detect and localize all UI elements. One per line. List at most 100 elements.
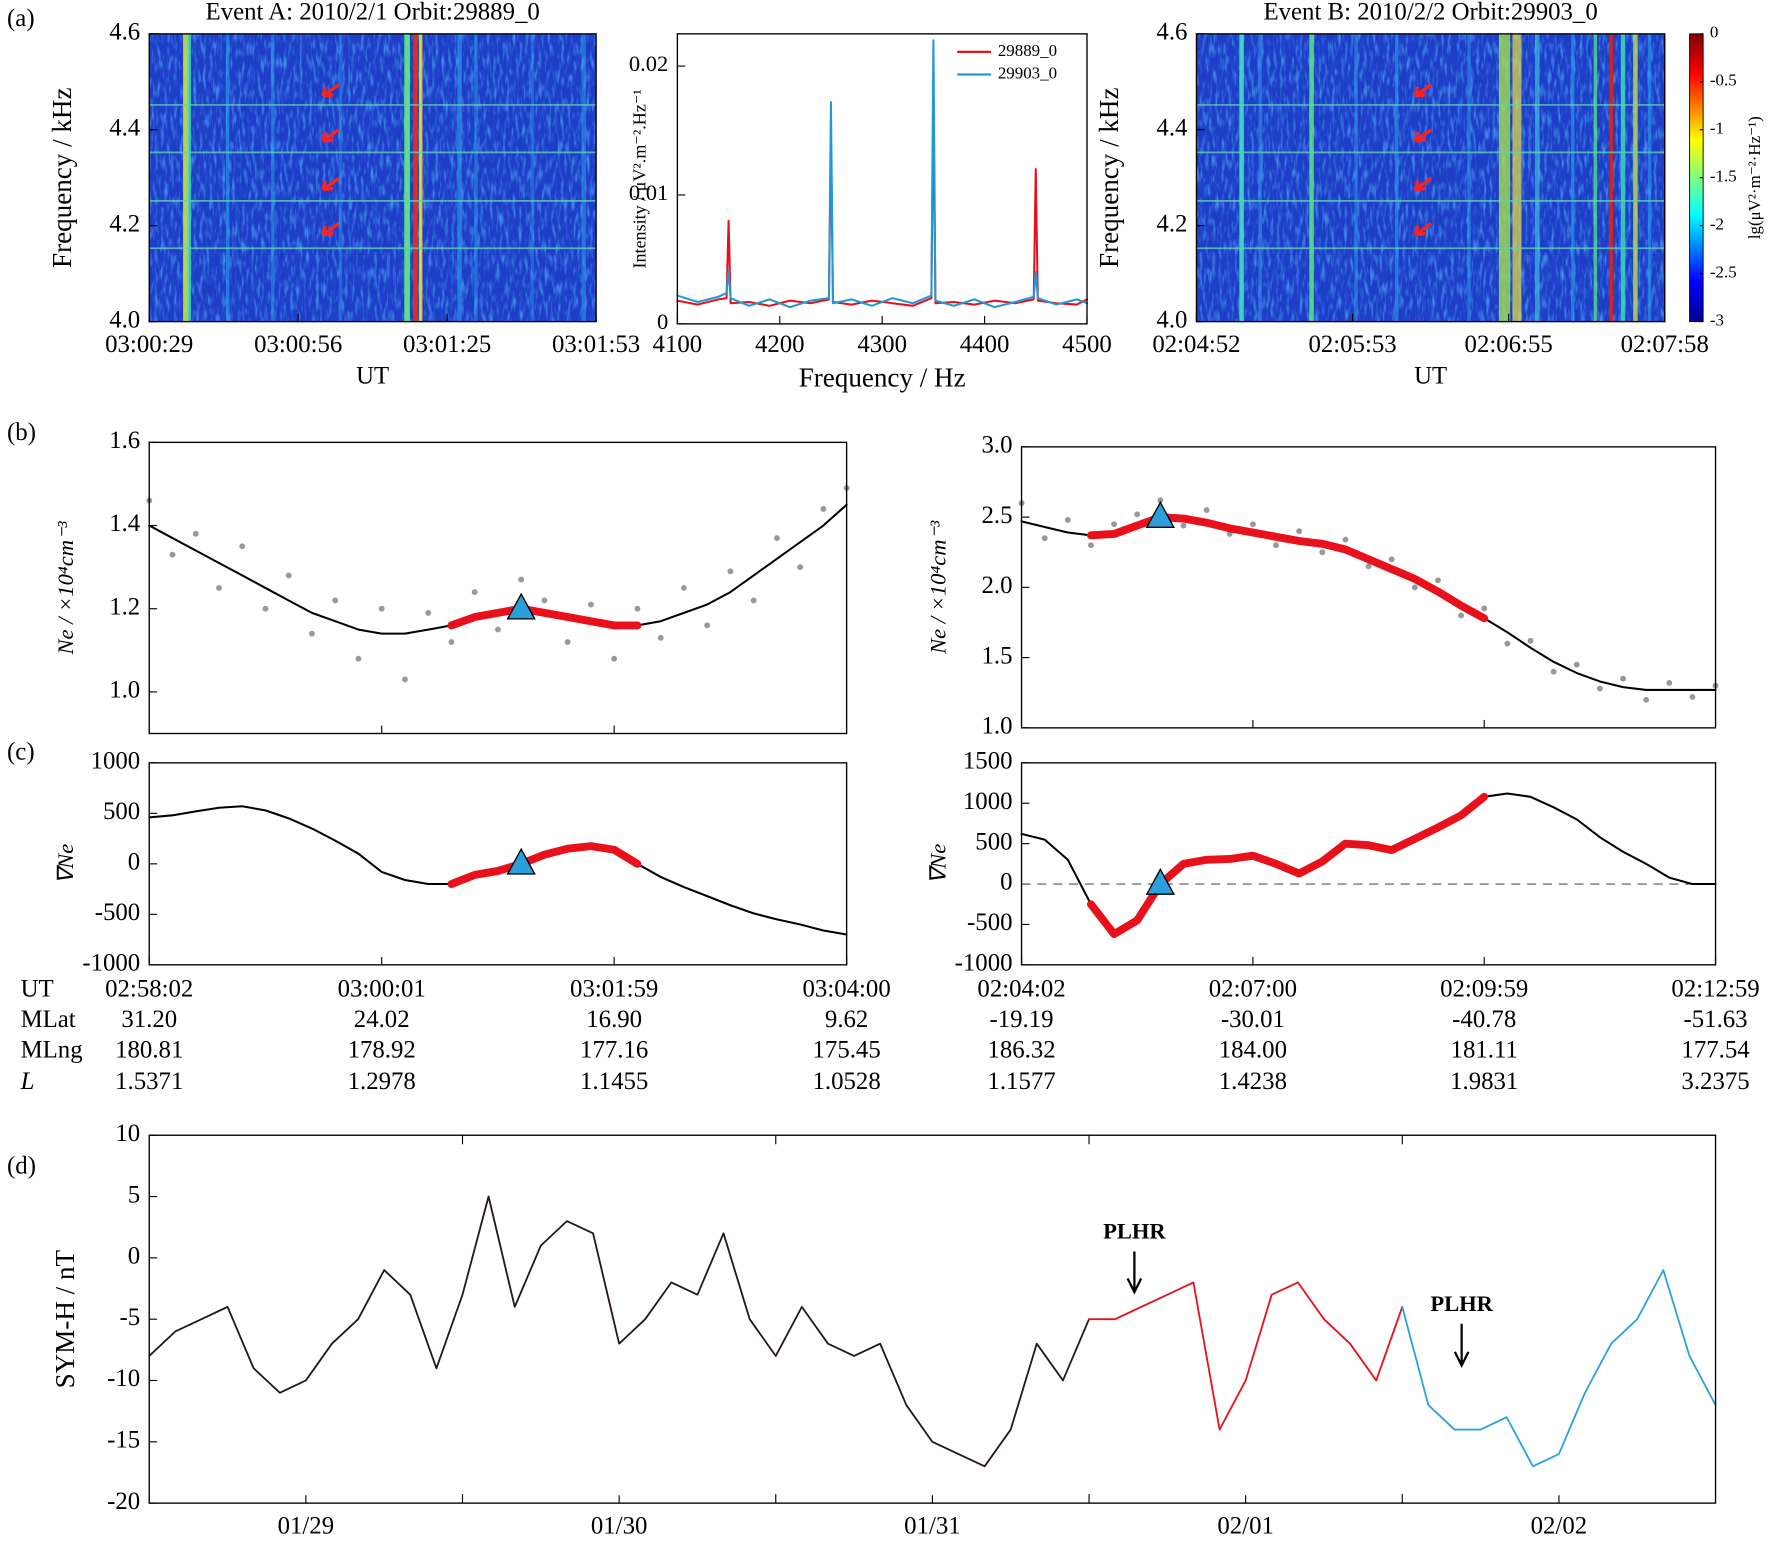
series-line [1401, 1269, 1717, 1468]
data-dot [216, 584, 222, 591]
x-tick-label: 03:01:53 [552, 331, 640, 358]
data-dot [1064, 516, 1071, 523]
panel-label: (a) [7, 5, 35, 32]
series-line [1088, 1281, 1404, 1431]
x-tick-label: 01/30 [591, 1513, 648, 1540]
plot-frame [148, 441, 848, 735]
data-dot [587, 601, 594, 608]
spectrogram-stripe [187, 33, 191, 322]
y-tick-label: -1000 [955, 950, 1013, 977]
data-dot [1088, 542, 1094, 549]
data-dot [1411, 584, 1418, 591]
series-line [1020, 516, 1717, 691]
red-arrow [321, 128, 340, 143]
y-tick-label: 1.0 [982, 713, 1013, 740]
y-tick-label: 500 [975, 828, 1012, 855]
data-dot [680, 584, 687, 591]
table-cell: 177.16 [580, 1036, 648, 1063]
annotation-arrow [1453, 1323, 1470, 1368]
table-cell: 1.9831 [1450, 1068, 1518, 1095]
data-dot [727, 568, 734, 575]
table-cell: 181.11 [1451, 1036, 1518, 1063]
y-tick-label: 4.0 [109, 306, 140, 333]
data-dot [1458, 612, 1465, 619]
spectrogram-stripe [418, 33, 423, 322]
table-row-label: UT [21, 975, 54, 1002]
y-tick-label: 4.4 [109, 114, 141, 141]
data-dot [309, 630, 315, 637]
data-dot [773, 535, 780, 541]
table-cell: 1.0528 [813, 1068, 881, 1095]
y-tick-label: -500 [967, 909, 1012, 936]
y-tick-label: 3.0 [982, 432, 1013, 459]
chart-title: Event B: 2010/2/2 Orbit:29903_0 [1263, 0, 1597, 25]
colorbar-tick-label: -2.5 [1710, 263, 1737, 282]
y-tick-label: 4.4 [1156, 114, 1188, 141]
y-tick-label: 1500 [963, 748, 1013, 775]
spectrogram-stripe [1395, 33, 1399, 322]
spectrogram-stripe [474, 33, 478, 322]
plot-frame [148, 762, 848, 966]
spectrogram-stripe [1647, 33, 1652, 322]
red-arrow [1413, 128, 1433, 143]
table-cell: 1.1455 [580, 1068, 648, 1095]
spectrogram-stripe [1534, 33, 1540, 322]
red-arrow [1413, 83, 1433, 98]
data-dot [1388, 556, 1395, 563]
data-dot [611, 655, 618, 662]
y-tick-label: 1.2 [109, 593, 140, 620]
table-cell: 178.92 [348, 1036, 416, 1063]
data-dot [1111, 521, 1118, 528]
data-dot [1596, 685, 1603, 692]
data-dot [541, 597, 548, 604]
table-cell: -30.01 [1221, 1006, 1285, 1033]
colorbar-tick-label: -0.5 [1710, 71, 1737, 90]
x-tick-label: 03:04:00 [803, 975, 891, 1002]
spectrogram-stripe [1593, 33, 1598, 322]
red-arrow [321, 176, 340, 192]
table-cell: 9.62 [825, 1006, 868, 1033]
data-dot [657, 634, 664, 641]
annotation-arrow [1126, 1251, 1143, 1295]
triangle-marker [1145, 867, 1176, 895]
spectrogram-stripe [413, 33, 418, 322]
spectrogram-stripe [1467, 33, 1471, 322]
plot-frame [1020, 762, 1717, 966]
x-tick-label: 02:05:53 [1308, 331, 1396, 358]
x-tick-label: 4100 [653, 331, 703, 358]
x-tick-label: 02:06:55 [1465, 331, 1553, 358]
triangle-marker [1145, 501, 1176, 528]
y-tick-label: 0.02 [629, 51, 668, 76]
y-tick-label: 2.0 [982, 572, 1013, 599]
colorbar-tick-label: -3 [1710, 311, 1724, 330]
data-dot [332, 597, 339, 604]
data-dot [1273, 542, 1279, 549]
x-tick-label: 02:07:00 [1209, 975, 1297, 1002]
y-axis-label: Intensity / μV².m⁻².Hz⁻¹ [629, 89, 649, 268]
series-line [676, 97, 1089, 307]
data-dot [1527, 637, 1534, 644]
table-cell: 175.45 [813, 1036, 881, 1063]
spectrogram-noise [149, 33, 597, 322]
y-tick-label: 4.2 [1156, 210, 1187, 237]
annotation: PLHR [1103, 1219, 1166, 1244]
y-tick-label: 500 [103, 798, 140, 825]
spectrogram-stripe [271, 33, 275, 322]
x-tick-label: 02:04:52 [1152, 331, 1240, 358]
x-tick-label: 02/02 [1531, 1513, 1588, 1540]
y-tick-label: 5 [128, 1181, 140, 1208]
data-dot [1365, 563, 1372, 570]
data-dot [704, 622, 711, 629]
data-dot [239, 543, 246, 550]
spectrogram-stripe [457, 33, 462, 322]
spectrogram-stripe [1609, 33, 1613, 322]
y-tick-label: -20 [107, 1488, 140, 1515]
y-tick-label: 0.01 [629, 180, 668, 205]
colorbar-label: lg(μV²·m⁻²·Hz⁻¹) [1745, 116, 1764, 239]
table-row-label: L [20, 1068, 35, 1095]
data-dot [1041, 535, 1048, 542]
spectrogram-stripe [1498, 33, 1511, 322]
y-axis-label: SYM-H / nT [50, 1250, 80, 1389]
y-tick-label: 4.6 [109, 19, 140, 46]
